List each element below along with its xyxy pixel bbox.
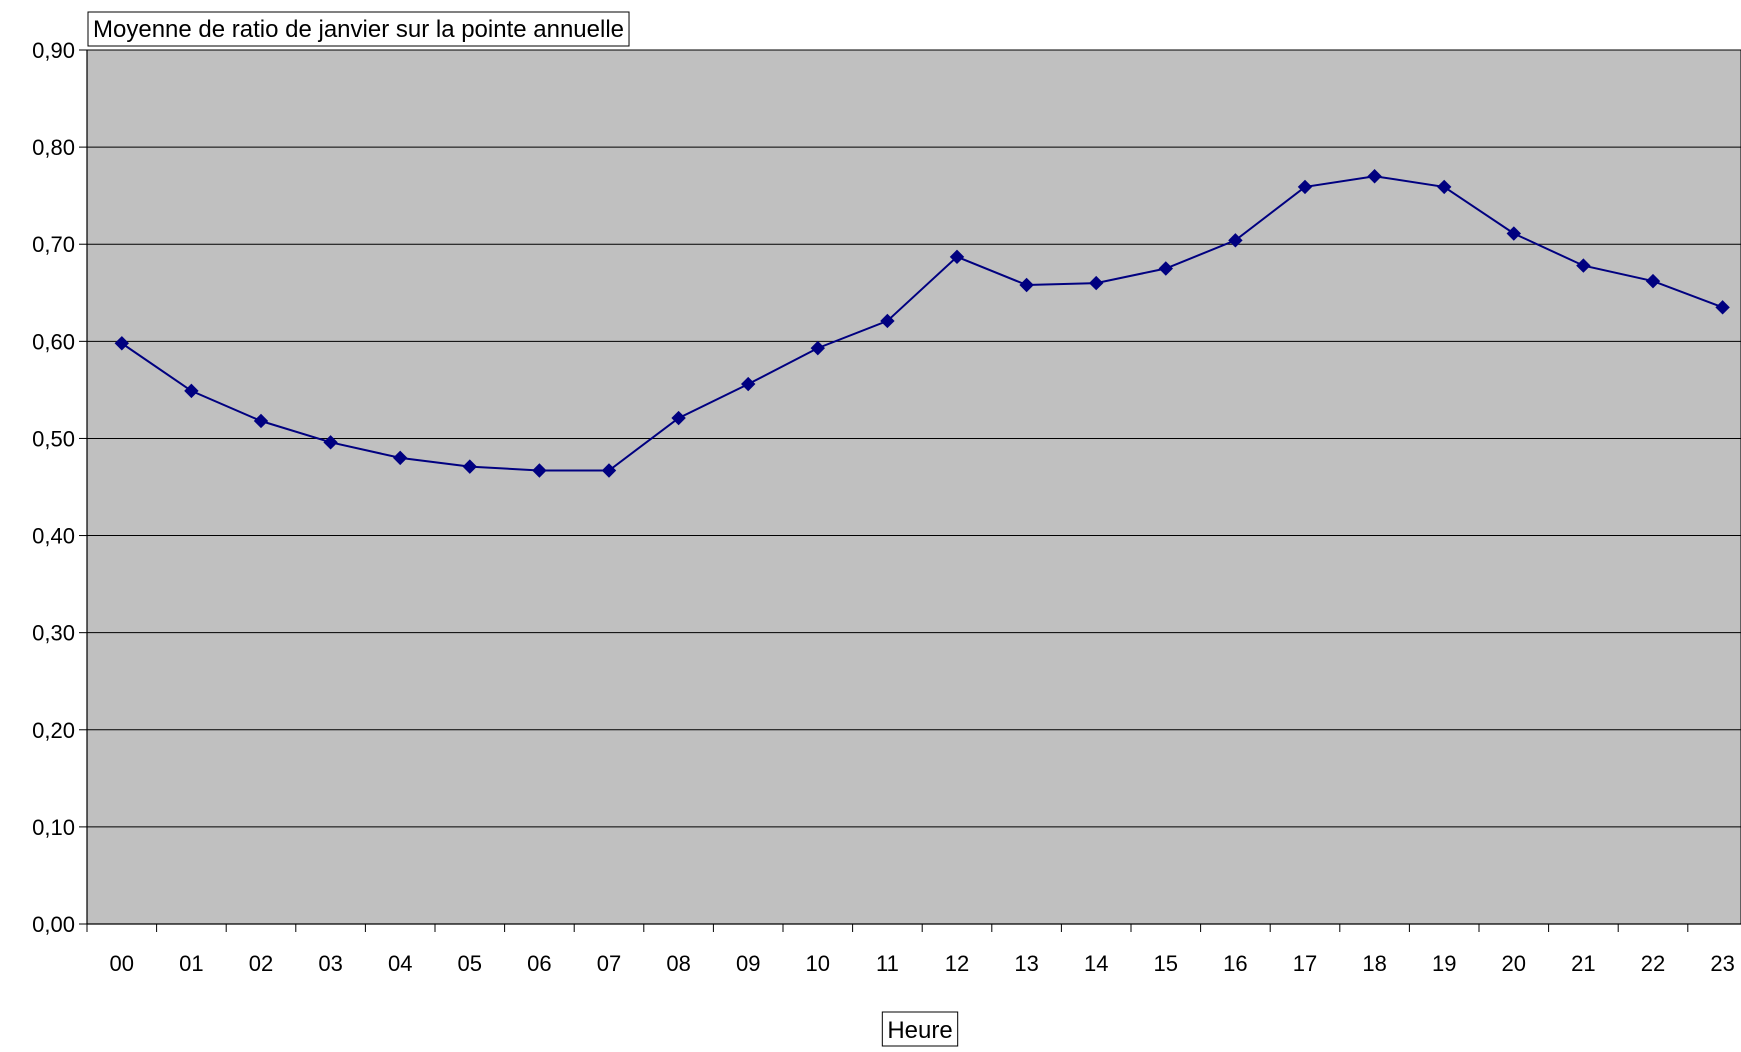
y-tick-label: 0,60: [32, 329, 75, 354]
data-point-marker: [810, 340, 826, 356]
x-tick-label: 13: [1014, 951, 1038, 976]
data-point-marker: [1715, 300, 1730, 315]
y-axis-ticks: 0,00 0,10 0,20 0,30 0,40 0,50 0,60 0,70 0,80 0,90: [32, 38, 87, 937]
x-axis-title: Heure: [887, 1017, 952, 1044]
data-point-marker: [601, 463, 617, 478]
data-point-marker: [392, 450, 408, 466]
y-tick-label: 0,90: [32, 38, 75, 63]
x-tick-label: 20: [1502, 951, 1526, 976]
y-tick-label: 0,50: [32, 426, 75, 451]
y-tick-label: 0,00: [32, 912, 75, 937]
data-point-marker: [1506, 226, 1522, 241]
chart-title: Moyenne de ratio de janvier sur la point…: [93, 16, 624, 43]
series-line: [121, 175, 1723, 472]
grid-lines: [87, 49, 1741, 828]
y-tick-label: 0,70: [32, 232, 75, 257]
x-tick-label: 08: [666, 951, 690, 976]
y-tick-label: 0,30: [32, 621, 75, 646]
data-point-marker: [949, 249, 965, 265]
x-tick-label: 09: [736, 951, 760, 976]
x-tick-label: 07: [597, 951, 621, 976]
data-point-marker: [1088, 275, 1104, 291]
x-tick-label: 23: [1710, 951, 1734, 976]
data-point-marker: [1645, 273, 1661, 289]
x-tick-label: 18: [1362, 951, 1386, 976]
y-tick-label: 0,40: [32, 524, 75, 549]
x-tick-label: 14: [1084, 951, 1108, 976]
x-tick-label: 04: [388, 951, 412, 976]
x-tick-label: 01: [179, 951, 203, 976]
x-tick-label: 22: [1641, 951, 1665, 976]
data-point-marker: [671, 410, 686, 426]
data-point-marker: [462, 459, 478, 474]
data-point-marker: [253, 413, 269, 429]
x-tick-label: 15: [1154, 951, 1178, 976]
data-point-marker: [184, 383, 199, 399]
x-tick-label: 11: [876, 951, 899, 976]
y-tick-label: 0,20: [32, 718, 75, 743]
data-point-marker: [532, 463, 547, 478]
x-axis-title-box: Heure: [881, 1011, 959, 1047]
x-tick-label: 05: [458, 951, 482, 976]
data-point-marker: [1158, 261, 1174, 276]
y-tick-label: 0,10: [32, 815, 75, 840]
series-line-group: [121, 175, 1723, 472]
data-point-marker: [880, 313, 895, 329]
x-tick-label: 21: [1571, 951, 1595, 976]
data-point-marker: [323, 435, 338, 450]
x-tick-label: 19: [1432, 951, 1456, 976]
x-tick-label: 16: [1223, 951, 1247, 976]
x-tick-label: 17: [1293, 951, 1317, 976]
x-tick-label: 03: [318, 951, 342, 976]
data-point-marker: [1297, 179, 1313, 195]
series-markers: [114, 169, 1730, 478]
x-tick-label: 02: [249, 951, 273, 976]
x-tick-label: 00: [110, 951, 134, 976]
data-point-marker: [1019, 277, 1034, 293]
y-tick-label: 0,80: [32, 135, 75, 160]
x-tick-label: 06: [527, 951, 551, 976]
axes: [86, 50, 1741, 925]
data-point-marker: [1367, 169, 1382, 184]
plot-area: [86, 49, 1741, 925]
chart-title-box: Moyenne de ratio de janvier sur la point…: [87, 11, 630, 47]
data-point-marker: [1436, 179, 1452, 195]
x-tick-label: 10: [806, 951, 830, 976]
data-point-marker: [1576, 258, 1591, 273]
x-tick-label: 12: [945, 951, 969, 976]
x-axis-ticks: 00 01 02 03 04 05 06 07 08 09 10 11 12 13 14 15 16 17 18 19…: [86, 924, 1735, 976]
data-point-marker: [740, 376, 756, 392]
data-point-marker: [114, 336, 130, 351]
data-point-marker: [1228, 233, 1243, 248]
